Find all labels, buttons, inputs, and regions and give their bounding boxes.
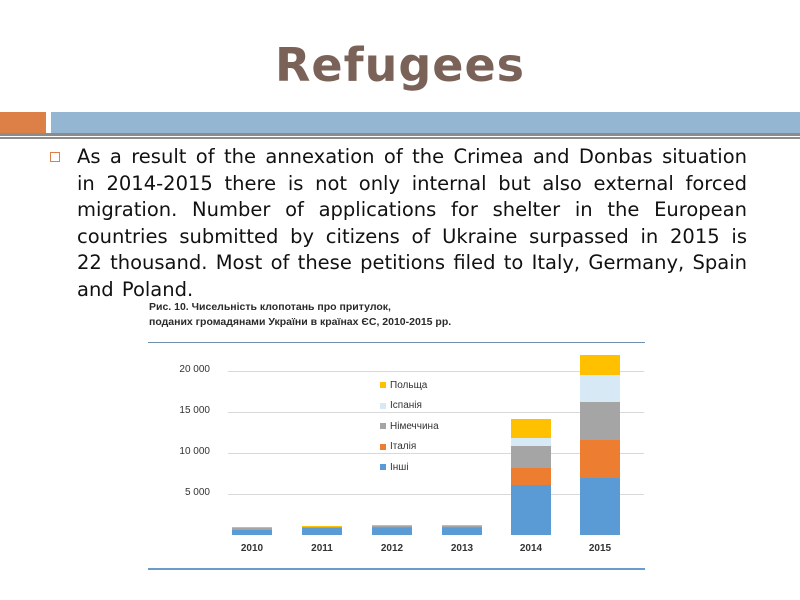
bar-segment xyxy=(442,527,482,535)
bar-segment xyxy=(580,375,620,403)
x-tick-label: 2014 xyxy=(519,543,543,554)
bar-segment xyxy=(580,439,620,478)
bar-segment xyxy=(511,438,551,447)
legend-label: Польща xyxy=(390,379,428,391)
bar-segment xyxy=(511,446,551,468)
title-accent-blue xyxy=(51,112,800,133)
bar-segment xyxy=(302,528,342,535)
y-tick-label: 15 000 xyxy=(179,405,210,416)
y-tick-label: 20 000 xyxy=(179,364,210,375)
legend-item: Польща xyxy=(380,375,439,396)
bar-segment xyxy=(511,419,551,439)
bar-2014 xyxy=(511,419,551,535)
gridline xyxy=(228,494,644,495)
bar-segment xyxy=(511,467,551,485)
divider-line xyxy=(0,133,800,136)
bar-segment xyxy=(580,355,620,376)
bar-segment xyxy=(442,524,482,526)
legend-item: Інші xyxy=(380,457,439,478)
bar-segment xyxy=(232,527,272,529)
bar-2012 xyxy=(372,524,412,535)
legend-label: Іспанія xyxy=(390,400,422,412)
legend-label: Німеччина xyxy=(390,420,439,432)
legend-swatch-icon xyxy=(380,423,386,430)
x-tick-label: 2011 xyxy=(311,543,333,554)
x-tick-label: 2010 xyxy=(240,543,264,554)
bar-segment xyxy=(442,526,482,528)
legend-label: Інші xyxy=(390,461,409,473)
bar-segment xyxy=(580,477,620,535)
chart-title-line1: Рис. 10. Чисельність клопотань про приту… xyxy=(149,301,391,313)
chart-figure: Рис. 10. Чисельність клопотань про приту… xyxy=(148,300,648,575)
bar-segment xyxy=(232,528,272,530)
chart-bottom-rule xyxy=(148,568,645,570)
bar-2015 xyxy=(580,355,620,535)
legend-swatch-icon xyxy=(380,464,386,471)
bullet-square-icon xyxy=(50,152,60,162)
legend-item: Німеччина xyxy=(380,416,439,437)
x-tick-label: 2013 xyxy=(450,543,474,554)
bar-segment xyxy=(302,527,342,529)
legend-item: Італія xyxy=(380,437,439,458)
legend-swatch-icon xyxy=(380,382,386,389)
bar-segment xyxy=(302,526,342,528)
legend-item: Іспанія xyxy=(380,396,439,417)
bar-segment xyxy=(372,526,412,528)
x-tick-label: 2012 xyxy=(380,543,404,554)
y-tick-label: 5 000 xyxy=(184,487,210,498)
bar-segment xyxy=(511,484,551,535)
divider-line-thin xyxy=(0,137,800,139)
legend-label: Італія xyxy=(390,441,417,453)
bar-2010 xyxy=(232,527,272,535)
bar-segment xyxy=(580,402,620,440)
y-tick-label: 10 000 xyxy=(179,446,210,457)
bar-segment xyxy=(232,530,272,535)
legend: Польща Іспанія Німеччина Італія Інші xyxy=(380,375,439,478)
title-accent-orange xyxy=(0,112,46,133)
bullet-text: As a result of the annexation of the Cri… xyxy=(77,145,747,301)
gridline xyxy=(228,371,644,372)
slide-title: Refugees xyxy=(274,38,526,92)
plot-area: 5 000 10 000 15 000 20 000 2010 2011 2012 2013 2… xyxy=(148,300,648,575)
bar-segment xyxy=(372,524,412,526)
gridline xyxy=(228,453,644,454)
legend-swatch-icon xyxy=(380,443,386,450)
chart-top-rule xyxy=(148,342,645,343)
chart-title-line2: поданих громадянами України в країнах ЄС… xyxy=(149,316,452,328)
gridline xyxy=(228,412,644,413)
legend-swatch-icon xyxy=(380,402,386,409)
bar-2013 xyxy=(442,524,482,535)
bar-2011 xyxy=(302,526,342,535)
x-tick-label: 2015 xyxy=(588,543,612,554)
bar-segment xyxy=(372,527,412,535)
